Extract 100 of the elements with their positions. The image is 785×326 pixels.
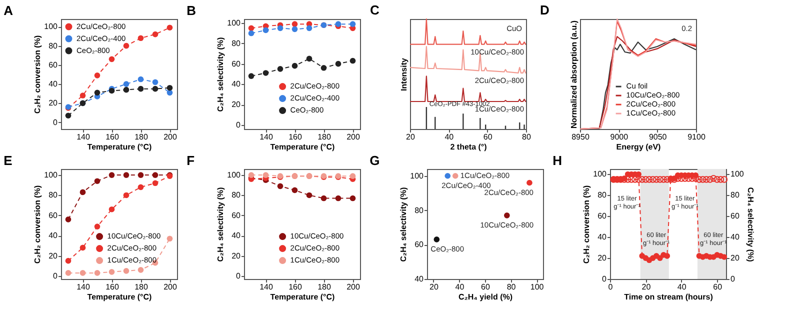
- x-tick-label: 200: [346, 282, 360, 292]
- point: [306, 56, 312, 62]
- y-axis-title: C₂H₂ conversion (%): [33, 185, 42, 264]
- x-tick-label: 60: [483, 132, 493, 142]
- point: [292, 21, 298, 27]
- y-tick-label: 40: [232, 231, 242, 240]
- y-tick-label: 0: [236, 271, 242, 280]
- y-tick-label: 40: [48, 231, 58, 240]
- point: [277, 25, 284, 32]
- point: [292, 26, 298, 32]
- point: [434, 236, 440, 242]
- point: [721, 254, 728, 260]
- y-tick-label: 100: [227, 18, 242, 28]
- x-axis-title: Temperature (°C): [87, 292, 152, 302]
- y-tick-label: 20: [48, 98, 58, 108]
- point: [664, 253, 670, 259]
- x-tick-label: 160: [288, 282, 302, 292]
- point: [657, 255, 663, 261]
- point: [262, 172, 269, 178]
- y-tick-label: 60: [232, 210, 242, 220]
- point: [108, 269, 115, 275]
- point: [138, 35, 144, 42]
- y-tick-label: 100: [593, 170, 608, 179]
- point: [94, 90, 100, 96]
- point: [166, 236, 173, 242]
- point: [277, 183, 284, 190]
- point: [152, 180, 158, 186]
- point: [350, 195, 356, 202]
- point: [166, 84, 173, 91]
- point: [138, 76, 144, 82]
- x-tick-label: 40: [677, 282, 687, 292]
- x-tick-label: 20: [406, 132, 416, 142]
- y-tick-label: 80: [232, 190, 242, 200]
- y2-tick-label: 20: [730, 254, 740, 263]
- point: [80, 92, 86, 98]
- y-axis-title: C₂H₂ conversion (%): [33, 35, 42, 114]
- point: [526, 180, 532, 186]
- y-tick-label: 40: [232, 80, 242, 89]
- point: [166, 24, 173, 31]
- chart-title: A: [4, 3, 14, 18]
- y-tick-label: 0: [53, 118, 58, 127]
- point: [350, 58, 356, 64]
- chart-title: C: [370, 2, 380, 18]
- y-axis-title: Normalized absorption (a.u.): [570, 20, 578, 129]
- y-tick-label: 80: [232, 38, 242, 48]
- y-tick-label: 0: [53, 271, 58, 280]
- point: [80, 189, 86, 196]
- y-tick-label: 100: [410, 171, 424, 180]
- point: [248, 25, 254, 32]
- chart-title: B: [186, 3, 196, 18]
- x-tick-label: 180: [318, 132, 332, 142]
- x-axis-title: Temperature (°C): [270, 142, 336, 152]
- y-tick-label: 60: [48, 210, 58, 220]
- point: [152, 79, 158, 86]
- y-tick-label: 60: [414, 240, 424, 250]
- x-tick-label: 20: [642, 282, 652, 292]
- y-tick-label: 60: [598, 212, 608, 221]
- x-tick-label: 100: [530, 282, 544, 292]
- point: [262, 27, 269, 34]
- point: [504, 212, 510, 218]
- point: [320, 64, 327, 71]
- x-tick-label: 40: [455, 282, 465, 292]
- y2-tick-label: 40: [730, 232, 740, 242]
- x-tick-label: 9000: [610, 132, 629, 142]
- y-tick-label: 80: [48, 41, 58, 50]
- x-tick-label: 200: [164, 132, 178, 142]
- point: [80, 270, 86, 276]
- y-axis-title: C₂H₄ selectivity (%): [216, 186, 226, 262]
- x-axis-title: Temperature (°C): [270, 292, 336, 302]
- x-tick-label: 180: [134, 282, 148, 292]
- y2-axis-title: C₂H₄ selectivity (%): [746, 187, 755, 262]
- y-tick-label: 40: [414, 274, 424, 284]
- point: [123, 81, 130, 87]
- x-axis-title: Temperature (°C): [87, 142, 152, 152]
- point: [350, 21, 356, 27]
- x-tick-label: 140: [76, 132, 90, 142]
- x-tick-label: 160: [106, 132, 120, 142]
- point: [335, 60, 342, 67]
- x-tick-label: 200: [164, 282, 178, 292]
- point: [94, 178, 100, 184]
- x-tick-label: 140: [76, 282, 90, 292]
- y-tick-label: 80: [598, 190, 608, 200]
- point: [138, 172, 144, 178]
- point: [248, 73, 254, 79]
- point: [248, 30, 254, 36]
- x-tick-label: 160: [106, 282, 120, 292]
- x-tick-label: 80: [522, 132, 532, 142]
- y-tick-label: 80: [414, 206, 424, 215]
- y-tick-label: 40: [48, 80, 58, 89]
- point: [320, 195, 327, 202]
- point: [123, 42, 130, 49]
- point: [306, 192, 312, 198]
- point: [152, 172, 158, 178]
- point: [65, 112, 72, 119]
- x-tick-label: 200: [346, 132, 360, 142]
- x-tick-label: 160: [288, 132, 302, 142]
- y-axis-title: C₂H₄ selectivity (%): [399, 186, 408, 262]
- y-tick-label: 100: [227, 170, 242, 180]
- x-tick-label: 60: [713, 282, 723, 292]
- y-tick-label: 60: [48, 60, 58, 70]
